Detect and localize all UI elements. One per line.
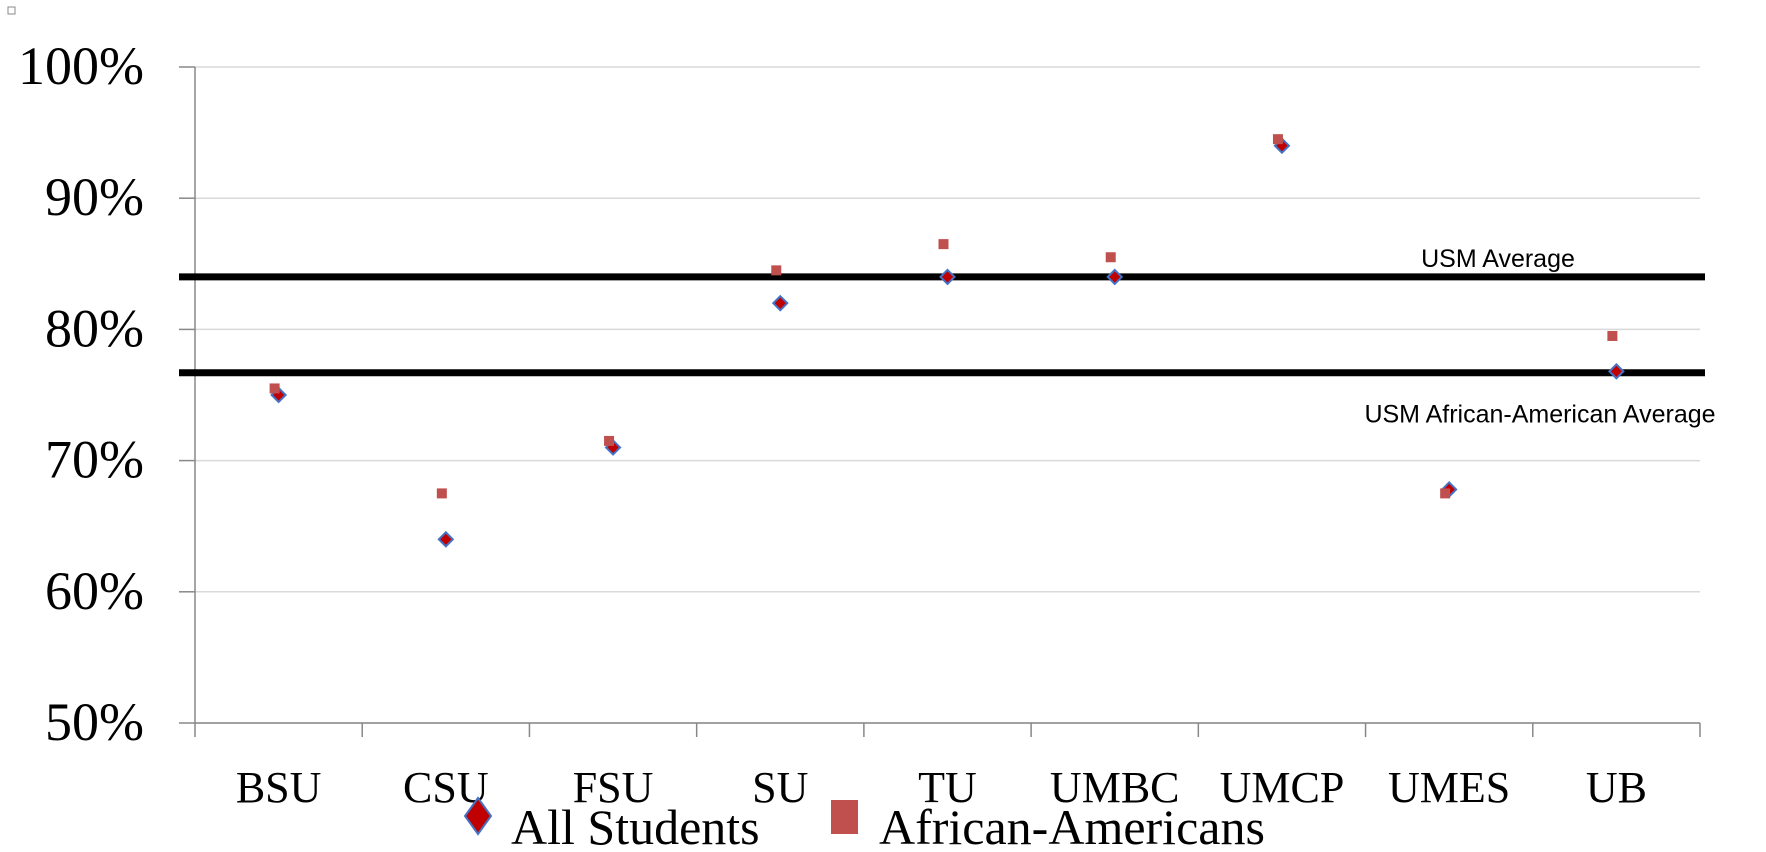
data-point-african-americans [269, 383, 280, 394]
reference-line-label: USM African-American Average [1364, 401, 1715, 429]
corner-marker [7, 6, 16, 15]
x-tick-label: UMES [1388, 763, 1510, 812]
data-point-african-americans [1105, 252, 1116, 263]
data-point-african-americans [1607, 330, 1618, 341]
legend: All Students African-Americans [463, 796, 1265, 852]
y-tick-label: 50% [45, 692, 144, 752]
x-tick-label: FSU [573, 763, 654, 812]
data-point-all-students [437, 530, 455, 548]
data-point-all-students [939, 268, 956, 286]
gridlines [195, 66, 1700, 724]
legend-diamond-icon [463, 796, 493, 836]
axes [179, 66, 1701, 737]
data-point-african-americans [436, 488, 447, 499]
data-point-all-students [1607, 362, 1625, 380]
tick-labels: 100%90%80%70%60%50%BSU CSU FSU SU TU UMBC UMCP… [18, 36, 1647, 812]
x-tick-label: UMBC [1050, 763, 1180, 812]
y-tick-label: 90% [45, 167, 144, 227]
legend-label: African-Americans [879, 799, 1265, 852]
y-tick-label: 100% [18, 36, 144, 96]
data-point-african-americans [938, 239, 949, 250]
x-tick-label: UMCP [1220, 763, 1345, 812]
y-tick-label: 80% [45, 298, 144, 358]
x-tick-label: UB [1586, 763, 1647, 812]
y-tick-label: 60% [45, 561, 144, 621]
x-tick-label: BSU [236, 763, 322, 812]
legend-label: All Students [511, 799, 760, 852]
data-point-african-americans [1440, 488, 1451, 499]
x-tick-label: TU [918, 763, 977, 812]
data-point-african-americans [771, 265, 782, 276]
data-point-african-americans [604, 435, 615, 446]
legend-square-icon [831, 800, 858, 834]
data-points [269, 134, 1625, 548]
y-tick-label: 70% [45, 430, 144, 490]
data-point-all-students [1106, 268, 1124, 286]
data-point-all-students [771, 294, 789, 312]
data-point-african-americans [1272, 134, 1283, 145]
reference-line-label: USM Average [1421, 245, 1575, 273]
x-tick-label: SU [752, 763, 808, 812]
